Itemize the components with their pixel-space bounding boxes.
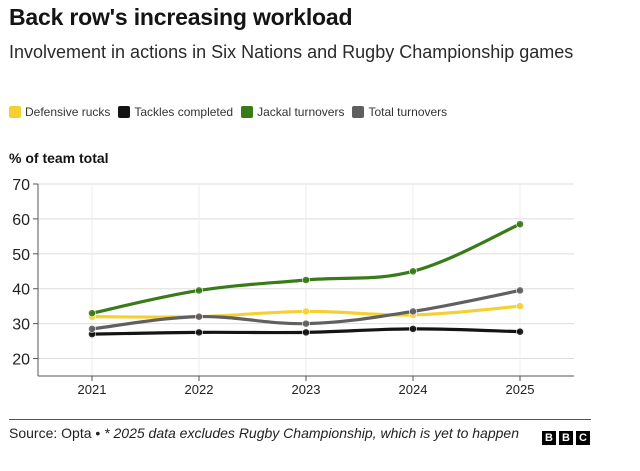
legend-item-total-turnovers: Total turnovers [352, 105, 447, 119]
logo-letter: C [576, 431, 590, 445]
x-tick-label: 2023 [292, 382, 321, 397]
legend-label: Total turnovers [368, 105, 448, 119]
y-tick-label: 70 [12, 177, 30, 194]
data-point-tackles-completed [302, 328, 310, 337]
data-point-jackal-turnovers [195, 286, 203, 295]
footer: Source: Opta • * 2025 data excludes Rugb… [9, 423, 529, 443]
data-point-jackal-turnovers [409, 267, 417, 276]
data-point-total-turnovers [516, 286, 524, 295]
legend: Defensive rucks Tackles completed Jackal… [9, 105, 455, 119]
y-tick-label: 30 [12, 317, 30, 334]
data-point-tackles-completed [516, 327, 524, 336]
legend-swatch [241, 106, 254, 118]
data-point-total-turnovers [302, 319, 310, 328]
data-point-defensive-rucks [302, 307, 310, 316]
legend-item-defensive-rucks: Defensive rucks [9, 105, 110, 119]
y-tick-label: 60 [12, 212, 30, 229]
bbc-logo: B B C [539, 431, 590, 445]
data-point-jackal-turnovers [516, 220, 524, 229]
legend-item-jackal-turnovers: Jackal turnovers [241, 105, 344, 119]
x-tick-label: 2022 [185, 382, 214, 397]
legend-label: Tackles completed [134, 105, 234, 119]
source-text: Source: Opta • [9, 425, 101, 441]
y-axis-label: % of team total [9, 150, 109, 166]
chart-title: Back row's increasing workload [9, 4, 353, 30]
logo-letter: B [542, 431, 556, 445]
chart-subtitle: Involvement in actions in Six Nations an… [9, 42, 574, 62]
data-point-total-turnovers [88, 324, 96, 333]
data-point-total-turnovers [195, 312, 203, 321]
logo-letter: B [559, 431, 573, 445]
data-point-tackles-completed [409, 324, 417, 333]
legend-swatch [118, 106, 131, 118]
footer-rule [9, 419, 591, 420]
x-tick-label: 2021 [78, 382, 107, 397]
y-tick-label: 40 [12, 282, 30, 299]
data-point-jackal-turnovers [88, 309, 96, 318]
data-point-tackles-completed [195, 328, 203, 337]
data-point-total-turnovers [409, 307, 417, 316]
legend-item-tackles-completed: Tackles completed [118, 105, 233, 119]
data-point-defensive-rucks [516, 302, 524, 311]
legend-label: Defensive rucks [25, 105, 111, 119]
footnote-text: * 2025 data excludes Rugby Championship,… [104, 425, 519, 441]
legend-swatch [9, 106, 21, 118]
y-tick-label: 50 [12, 247, 30, 264]
x-tick-label: 2024 [399, 382, 428, 397]
data-point-jackal-turnovers [302, 276, 310, 284]
legend-label: Jackal turnovers [257, 105, 345, 119]
x-tick-label: 2025 [506, 382, 535, 397]
legend-swatch [352, 106, 365, 118]
y-tick-label: 20 [12, 352, 30, 369]
